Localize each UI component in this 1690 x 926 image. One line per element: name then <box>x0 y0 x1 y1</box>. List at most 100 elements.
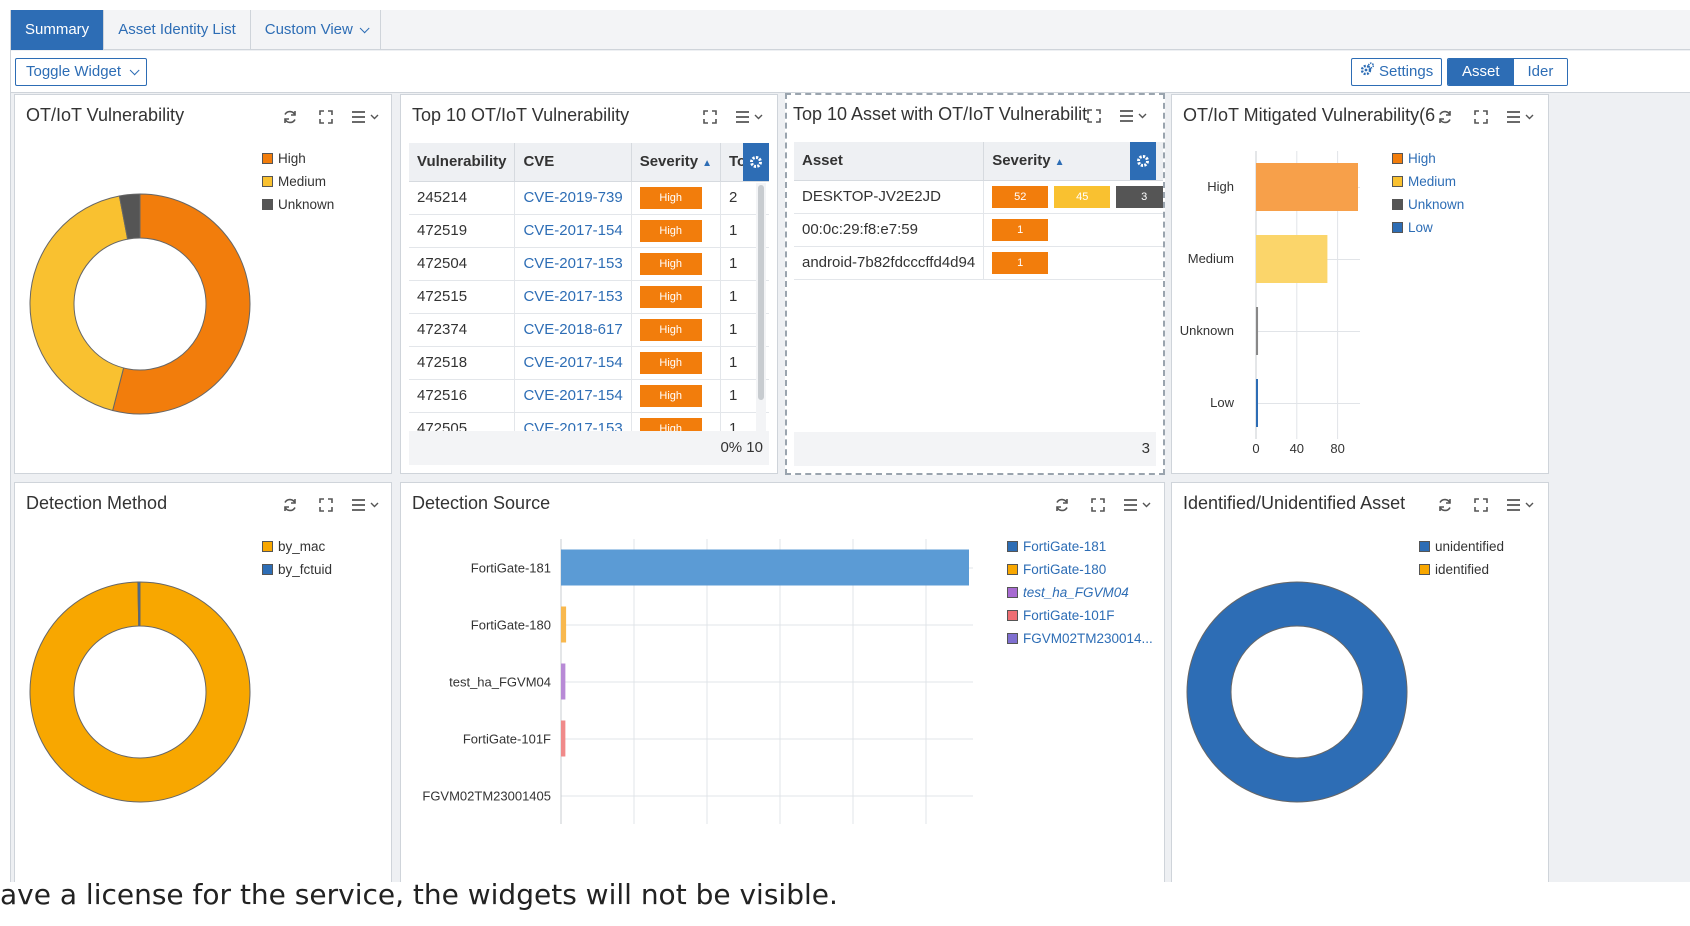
table-row[interactable]: 472515 CVE-2017-153 High 1 <box>409 280 769 314</box>
severity-badge: High <box>639 351 702 374</box>
legend-item-unknown[interactable]: Unknown <box>262 193 334 216</box>
cell-cve[interactable]: CVE-2018-617 <box>514 313 632 347</box>
legend-item-fortigate-180[interactable]: FortiGate-180 <box>1007 558 1153 581</box>
legend-item-medium[interactable]: Medium <box>1392 170 1464 193</box>
tab-custom-view[interactable]: Custom View <box>251 10 381 50</box>
legend-item-high[interactable]: High <box>262 147 334 170</box>
menu-icon[interactable] <box>1504 495 1538 515</box>
menu-icon[interactable] <box>349 495 383 515</box>
expand-icon[interactable] <box>1081 106 1107 126</box>
donut-slice-by-fctuid[interactable] <box>137 581 141 627</box>
vulnerability-donut-chart <box>29 193 251 415</box>
expand-icon[interactable] <box>313 495 339 515</box>
cell-cve[interactable]: CVE-2017-154 <box>514 346 632 380</box>
legend-item-medium[interactable]: Medium <box>262 170 334 193</box>
table-row[interactable]: DESKTOP-JV2E2JD 52 45 3 <box>794 180 1163 214</box>
legend-swatch <box>1392 222 1403 233</box>
cell-cve[interactable]: CVE-2017-154 <box>514 214 632 248</box>
legend-item-unknown[interactable]: Unknown <box>1392 193 1464 216</box>
table-row[interactable]: android-7b82fdcccffd4d94 1 <box>794 246 1163 280</box>
tab-asset-identity-list[interactable]: Asset Identity List <box>104 10 251 50</box>
bar-low[interactable] <box>1256 379 1258 427</box>
tab-summary[interactable]: Summary <box>11 10 105 50</box>
cell-cve[interactable]: CVE-2017-153 <box>514 412 632 433</box>
donut-slice-medium[interactable] <box>29 195 129 412</box>
menu-icon[interactable] <box>1504 107 1538 127</box>
bar-source-1[interactable] <box>561 606 567 643</box>
severity-badge: High <box>639 252 702 275</box>
column-header-severity[interactable]: Severity ▲︎ <box>631 143 721 182</box>
legend-item-unidentified[interactable]: unidentified <box>1419 535 1504 558</box>
table-row[interactable]: 472374 CVE-2018-617 High 1 <box>409 313 769 347</box>
column-header-cve[interactable]: CVE <box>514 143 632 182</box>
view-asset-button[interactable]: Asset <box>1448 59 1514 85</box>
table-row[interactable]: 472518 CVE-2017-154 High 1 <box>409 346 769 380</box>
view-identity-button[interactable]: Ider <box>1513 59 1568 85</box>
expand-icon[interactable] <box>697 107 723 127</box>
legend-item-test-ha-fgvm04[interactable]: test_ha_FGVM04 <box>1007 581 1153 604</box>
column-settings-button[interactable] <box>1130 142 1156 180</box>
refresh-icon[interactable] <box>1432 107 1458 127</box>
toggle-widget-button[interactable]: Toggle Widget <box>15 58 148 86</box>
y-tick-label: FortiGate-101F <box>463 732 551 747</box>
column-header-asset[interactable]: Asset <box>794 142 985 181</box>
legend-item-low[interactable]: Low <box>1392 216 1464 239</box>
cell-cve[interactable]: CVE-2019-739 <box>514 181 632 215</box>
refresh-icon[interactable] <box>1432 495 1458 515</box>
legend-swatch <box>262 541 273 552</box>
legend-item-fgvm02tm230014[interactable]: FGVM02TM230014... <box>1007 627 1153 650</box>
column-settings-button[interactable] <box>743 143 769 181</box>
expand-icon[interactable] <box>1085 495 1111 515</box>
bar-source-2[interactable] <box>561 663 566 700</box>
settings-button[interactable]: Settings <box>1351 58 1443 86</box>
refresh-icon[interactable] <box>277 495 303 515</box>
menu-icon[interactable] <box>349 107 383 127</box>
table-row[interactable]: 472516 CVE-2017-154 High 1 <box>409 379 769 413</box>
donut-slice-unknown[interactable] <box>118 193 141 240</box>
bar-high[interactable] <box>1256 163 1358 211</box>
legend-item-identified[interactable]: identified <box>1419 558 1504 581</box>
donut-slice-unidentified[interactable] <box>1186 581 1408 803</box>
legend-item-by-mac[interactable]: by_mac <box>262 535 332 558</box>
menu-icon[interactable] <box>733 107 767 127</box>
bar-source-0[interactable] <box>561 549 969 586</box>
cell-cve[interactable]: CVE-2017-153 <box>514 280 632 314</box>
legend-item-fortigate-101f[interactable]: FortiGate-101F <box>1007 604 1153 627</box>
vulnerability-table-wrap: Vulnerability CVE Severity▲︎ Total 24521… <box>409 143 769 433</box>
table-row[interactable]: 472519 CVE-2017-154 High 1 <box>409 214 769 248</box>
bar-unknown[interactable] <box>1256 307 1259 355</box>
cell-cve[interactable]: CVE-2017-153 <box>514 247 632 281</box>
cell-cve[interactable]: CVE-2017-154 <box>514 379 632 413</box>
sort-icon: ▲︎ <box>1054 157 1065 169</box>
expand-icon[interactable] <box>1468 107 1494 127</box>
table-row[interactable]: 00:0c:29:f8:e7:59 1 <box>794 213 1163 247</box>
severity-badge: High <box>639 186 702 209</box>
menu-icon[interactable] <box>1117 106 1151 126</box>
y-tick-label: FortiGate-180 <box>471 618 551 633</box>
legend-item-high[interactable]: High <box>1392 147 1464 170</box>
table-row[interactable]: 472504 CVE-2017-153 High 1 <box>409 247 769 281</box>
widget-title: Detection Source <box>412 493 551 513</box>
refresh-icon[interactable] <box>1049 495 1075 515</box>
bar-source-3[interactable] <box>561 720 566 757</box>
widget-title: Top 10 Asset with OT/IoT Vulnerabilit <box>793 104 1088 124</box>
legend-swatch <box>262 153 273 164</box>
expand-icon[interactable] <box>313 107 339 127</box>
bar-medium[interactable] <box>1256 235 1328 283</box>
menu-icon[interactable] <box>1121 495 1155 515</box>
y-tick-label: Low <box>1210 395 1234 410</box>
donut-slice-high[interactable] <box>112 193 251 415</box>
legend-label: Unknown <box>1408 197 1465 212</box>
table-row[interactable]: 245214 CVE-2019-739 High 2 <box>409 181 769 215</box>
scrollbar-thumb[interactable] <box>758 185 764 400</box>
expand-icon[interactable] <box>1468 495 1494 515</box>
table-footer-text: 0% 10 <box>720 439 763 456</box>
column-header-vulnerability[interactable]: Vulnerability <box>409 143 516 182</box>
widget-controls <box>1081 106 1151 126</box>
legend-item-by-fctuid[interactable]: by_fctuid <box>262 558 332 581</box>
donut-slice-by-mac[interactable] <box>29 581 251 803</box>
refresh-icon[interactable] <box>277 107 303 127</box>
legend-item-fortigate-181[interactable]: FortiGate-181 <box>1007 535 1153 558</box>
table-row[interactable]: 472505 CVE-2017-153 High 1 <box>409 412 769 433</box>
scrollbar-track[interactable] <box>756 183 766 433</box>
